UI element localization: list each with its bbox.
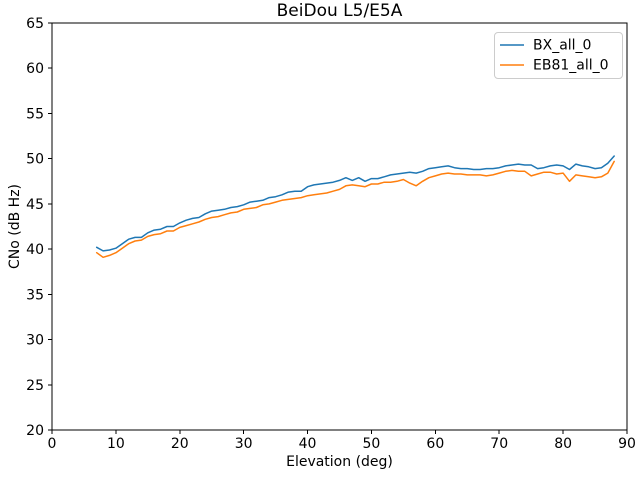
plot-series	[95, 155, 615, 259]
series-line-EB81_all_0	[95, 160, 615, 259]
plot-border	[51, 22, 628, 431]
y-tick-label: 45	[26, 197, 44, 213]
x-tick-label: 50	[363, 436, 381, 452]
legend: BX_all_0 EB81_all_0	[494, 32, 623, 79]
x-tick-label: 20	[171, 436, 189, 452]
y-tick-label: 65	[26, 16, 44, 32]
y-tick-label: 50	[26, 152, 44, 168]
legend-box	[494, 32, 623, 79]
x-tick-label: 60	[426, 436, 444, 452]
series-line-BX_all_0	[95, 155, 615, 252]
y-tick-label: 35	[26, 287, 44, 303]
x-axis-label: Elevation (deg)	[286, 454, 393, 470]
legend-label-BX_all_0: BX_all_0	[533, 38, 591, 54]
y-tick-label: 20	[26, 423, 44, 439]
legend-label-EB81_all_0: EB81_all_0	[533, 58, 609, 74]
x-tick-label: 80	[554, 436, 572, 452]
x-tick-label: 90	[618, 436, 636, 452]
y-tick-label: 30	[26, 333, 44, 349]
y-tick-label: 25	[26, 378, 44, 394]
x-tick-label: 70	[490, 436, 508, 452]
y-axis: 20 25 30 35 40 45 50 55 60 65	[26, 16, 52, 439]
y-tick-label: 40	[26, 242, 44, 258]
x-axis: 0 10 20 30 40 50 60 70 80 90	[48, 430, 636, 452]
x-tick-label: 10	[107, 436, 125, 452]
y-tick-label: 60	[26, 61, 44, 77]
x-tick-label: 40	[299, 436, 317, 452]
y-tick-label: 55	[26, 106, 44, 122]
x-tick-label: 30	[235, 436, 253, 452]
chart-title: BeiDou L5/E5A	[277, 1, 403, 21]
x-tick-label: 0	[48, 436, 57, 452]
y-axis-label: CNo (dB Hz)	[7, 184, 23, 269]
